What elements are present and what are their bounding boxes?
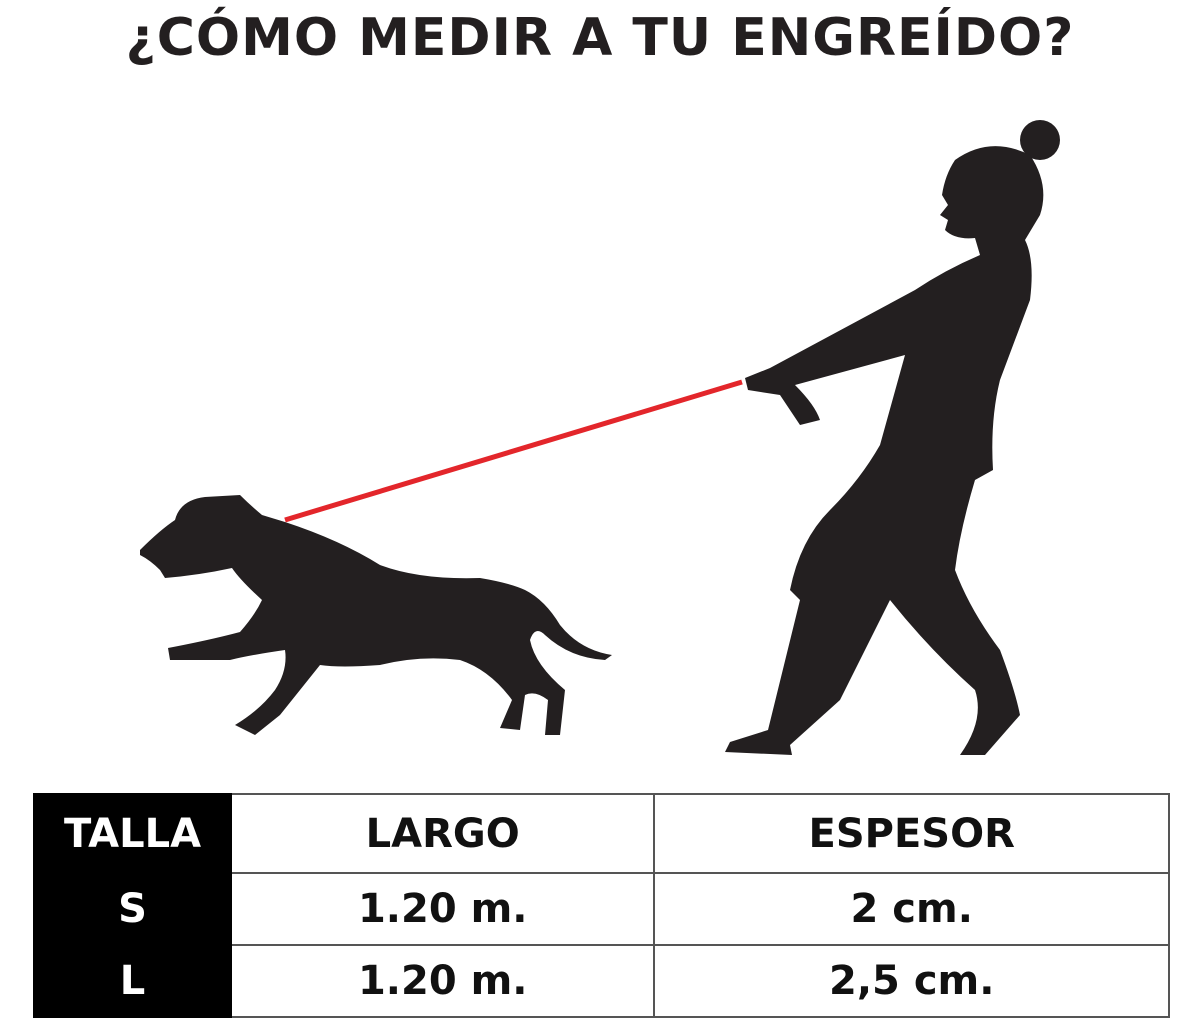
size-cell: S (33, 872, 232, 946)
woman-silhouette (725, 120, 1060, 756)
espesor-cell: 2,5 cm. (653, 944, 1170, 1018)
header-talla: TALLA (33, 793, 232, 874)
size-cell: L (33, 944, 232, 1018)
illustration (140, 120, 1060, 756)
page-title: ¿CÓMO MEDIR A TU ENGREÍDO? (125, 8, 1075, 68)
dog-silhouette (140, 495, 612, 735)
table-header-row: TALLA LARGO ESPESOR (33, 793, 1170, 874)
largo-cell: 1.20 m. (229, 872, 656, 946)
header-espesor: ESPESOR (653, 793, 1170, 874)
size-table: TALLA LARGO ESPESOR S 1.20 m. 2 cm. L 1.… (33, 793, 1170, 1018)
table-row: S 1.20 m. 2 cm. (33, 872, 1170, 946)
header-largo: LARGO (229, 793, 656, 874)
largo-cell: 1.20 m. (229, 944, 656, 1018)
table-row: L 1.20 m. 2,5 cm. (33, 944, 1170, 1018)
espesor-cell: 2 cm. (653, 872, 1170, 946)
leash (284, 379, 743, 523)
